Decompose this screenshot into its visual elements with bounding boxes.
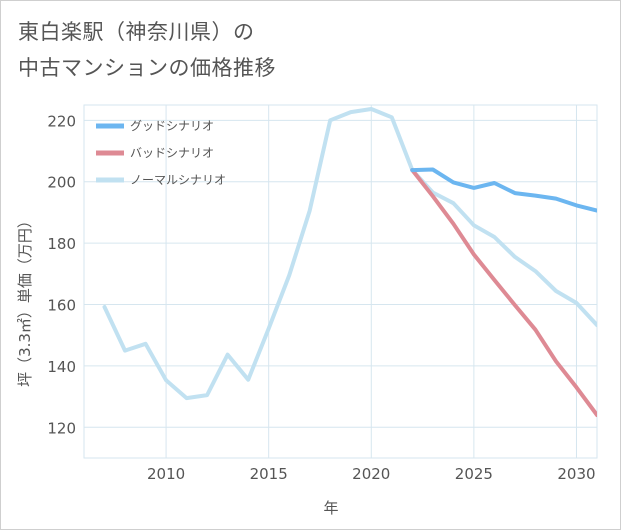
legend-label: グッドシナリオ [130, 119, 214, 133]
y-tick-label: 180 [47, 235, 76, 253]
axis-ticks: 120 140 160 180 200 220 2010 2015 2020 2025 2030 [47, 112, 595, 483]
series-line-bad [410, 168, 597, 417]
y-axis-label: 坪（3.3㎡）単価（万円） [16, 213, 34, 387]
x-axis-label: 年 [323, 499, 338, 517]
x-tick-label: 2020 [352, 465, 390, 483]
chart-title-line-2: 中古マンションの価格推移 [18, 56, 276, 80]
series-line-good [410, 167, 597, 213]
plot-border [83, 104, 598, 459]
x-tick-label: 2010 [147, 465, 185, 483]
y-tick-label: 160 [47, 297, 76, 315]
x-tick-label: 2015 [250, 465, 288, 483]
series-lines [102, 107, 597, 417]
y-tick-label: 140 [47, 358, 76, 376]
chart-title: 東白楽駅（神奈川県）の 中古マンションの価格推移 [18, 14, 438, 86]
series-line-normal [102, 107, 597, 401]
legend-label: ノーマルシナリオ [130, 173, 226, 187]
y-tick-label: 220 [47, 112, 76, 130]
chart-title-line-1: 東白楽駅（神奈川県）の [18, 20, 255, 44]
y-tick-label: 200 [47, 174, 76, 192]
x-tick-label: 2030 [557, 465, 595, 483]
grid-lines [83, 104, 598, 459]
x-tick-label: 2025 [455, 465, 493, 483]
y-tick-label: 120 [47, 419, 76, 437]
legend-label: バッドシナリオ [130, 146, 214, 160]
